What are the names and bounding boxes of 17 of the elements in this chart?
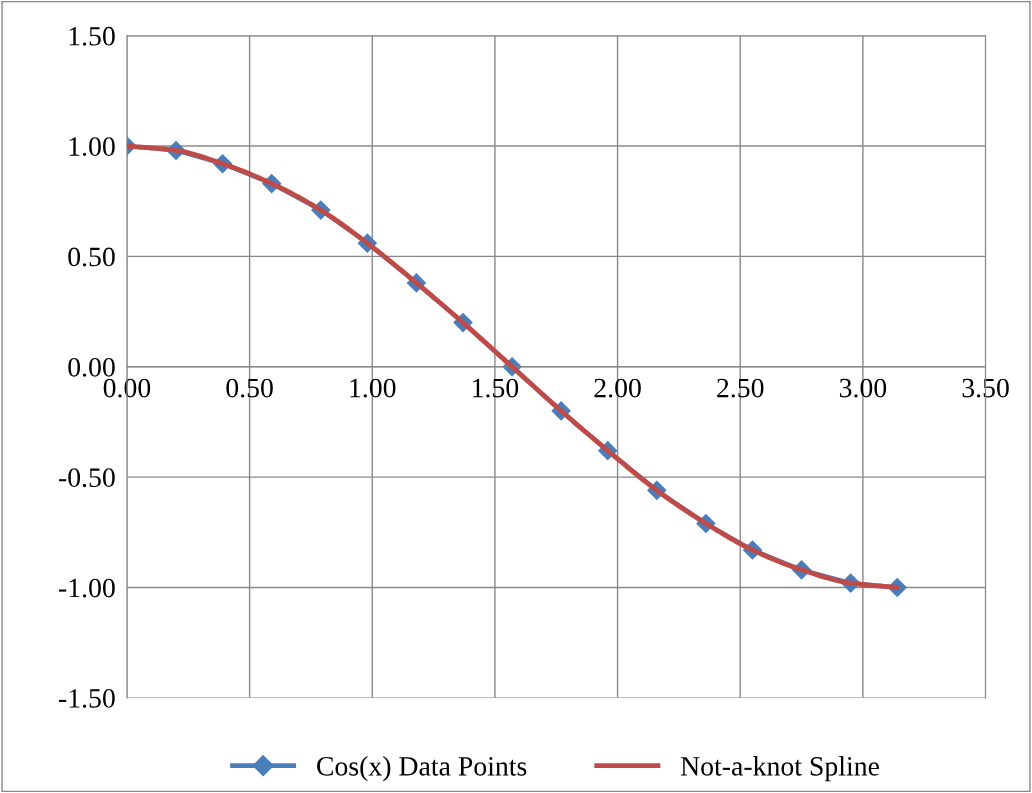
y-tick-label: 1.50 <box>69 26 115 46</box>
legend-label: Cos(x) Data Points <box>317 756 527 782</box>
legend-label: Not-a-knot Spline <box>680 756 879 782</box>
x-tick-label: 2.00 <box>594 378 641 398</box>
y-tick-label: 0.00 <box>68 357 115 377</box>
x-tick-label: 3.00 <box>839 378 887 398</box>
x-tick-label: 3.50 <box>962 378 1009 398</box>
y-tick-label: -1.00 <box>59 578 115 598</box>
y-tick-label: 1.00 <box>69 137 115 157</box>
x-tick-label: 1.50 <box>473 378 519 398</box>
x-tick-label: 1.00 <box>350 378 396 398</box>
x-tick-label: 0.50 <box>226 378 273 398</box>
y-tick-label: 0.50 <box>68 247 115 267</box>
x-tick-label: 0.00 <box>103 378 151 398</box>
y-tick-label: -1.50 <box>59 689 115 708</box>
x-tick-label: 2.50 <box>717 378 764 398</box>
y-tick-label: -0.50 <box>59 468 115 488</box>
